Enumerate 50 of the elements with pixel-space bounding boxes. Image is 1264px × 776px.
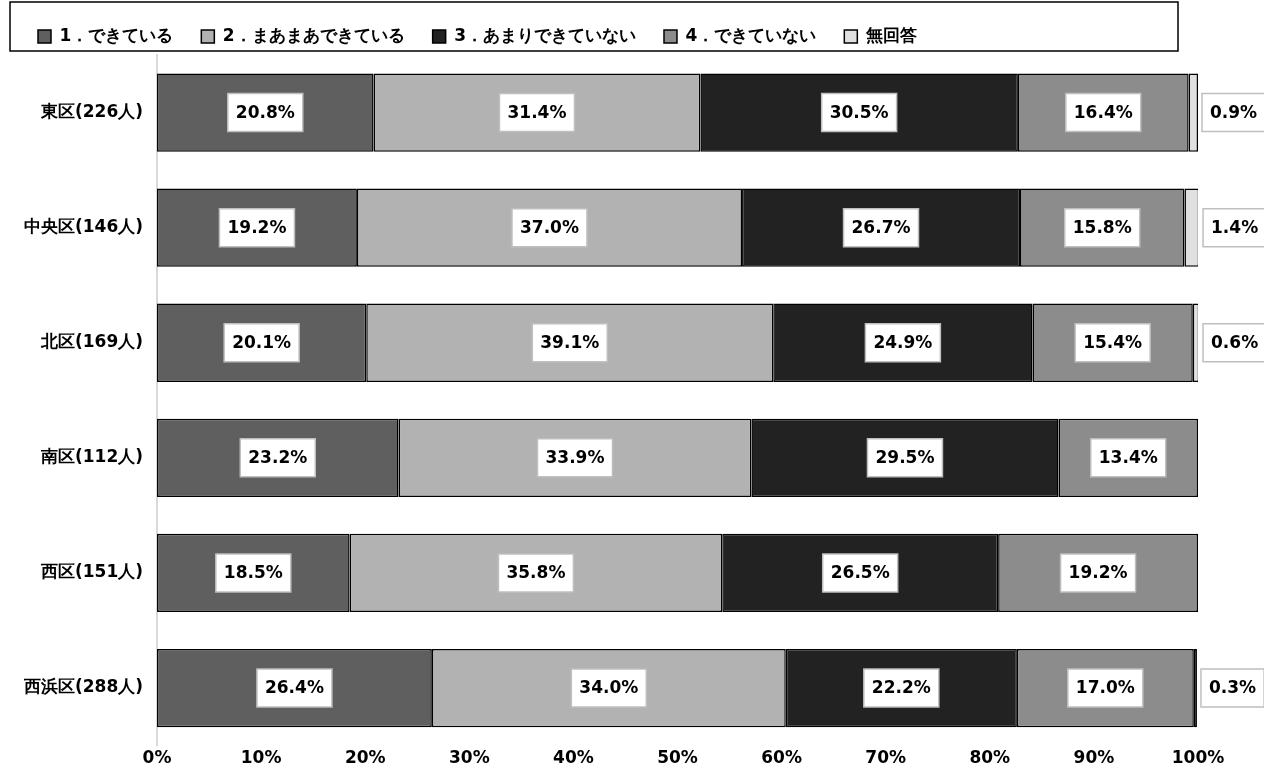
data-label: 20.1% [232, 332, 292, 353]
x-tick-label: 60% [761, 747, 802, 768]
data-label: 35.8% [506, 562, 566, 583]
data-label: 22.2% [871, 677, 931, 698]
legend-label: 1．できている [59, 24, 174, 45]
data-label: 13.4% [1098, 447, 1158, 468]
x-tick-label: 20% [344, 747, 386, 768]
legend-label: 2．まあまあできている [222, 24, 405, 45]
data-label: 29.5% [875, 447, 935, 468]
legend-label: 4．できていない [685, 24, 817, 45]
data-label: 19.2% [1068, 562, 1128, 583]
x-tick-label: 90% [1073, 747, 1115, 768]
x-tick-label: 50% [657, 747, 698, 768]
data-label: 0.6% [1211, 332, 1259, 353]
x-tick-label: 100% [1171, 747, 1225, 768]
x-tick-label: 40% [553, 747, 594, 768]
data-label: 0.9% [1210, 101, 1258, 122]
data-label: 33.9% [545, 447, 605, 468]
data-label: 37.0% [519, 217, 579, 238]
data-label: 31.4% [507, 101, 567, 122]
data-label: 39.1% [540, 332, 600, 353]
data-label: 16.4% [1073, 101, 1133, 122]
y-tick-label: 東区(226人) [39, 100, 144, 121]
data-label: 18.5% [223, 562, 283, 583]
data-label: 20.8% [235, 101, 295, 122]
data-label: 15.4% [1083, 332, 1143, 353]
data-label: 17.0% [1075, 677, 1135, 698]
data-label: 30.5% [829, 101, 889, 122]
y-tick-label: 西浜区(288人) [22, 676, 144, 697]
x-tick-label: 30% [448, 747, 490, 768]
data-label: 26.5% [830, 562, 890, 583]
data-label: 26.7% [851, 217, 911, 238]
legend-label: 無回答 [864, 24, 917, 45]
data-label: 24.9% [873, 332, 933, 353]
x-tick-label: 80% [969, 747, 1011, 768]
data-label: 23.2% [248, 447, 308, 468]
data-label: 1.4% [1211, 217, 1259, 238]
x-tick-label: 70% [865, 747, 907, 768]
y-tick-label: 西区(151人) [39, 561, 144, 582]
data-label: 34.0% [579, 677, 639, 698]
y-tick-label: 中央区(146人) [23, 216, 144, 237]
data-label: 26.4% [264, 677, 324, 698]
x-tick-label: 10% [240, 747, 282, 768]
data-label: 19.2% [227, 217, 287, 238]
data-label: 0.3% [1208, 677, 1257, 698]
y-tick-label: 北区(169人) [39, 331, 144, 352]
y-tick-label: 南区(112人) [39, 446, 144, 467]
x-tick-label: 0% [142, 747, 172, 768]
data-label: 15.8% [1072, 217, 1132, 238]
legend-label: 3．あまりできていない [454, 24, 636, 45]
